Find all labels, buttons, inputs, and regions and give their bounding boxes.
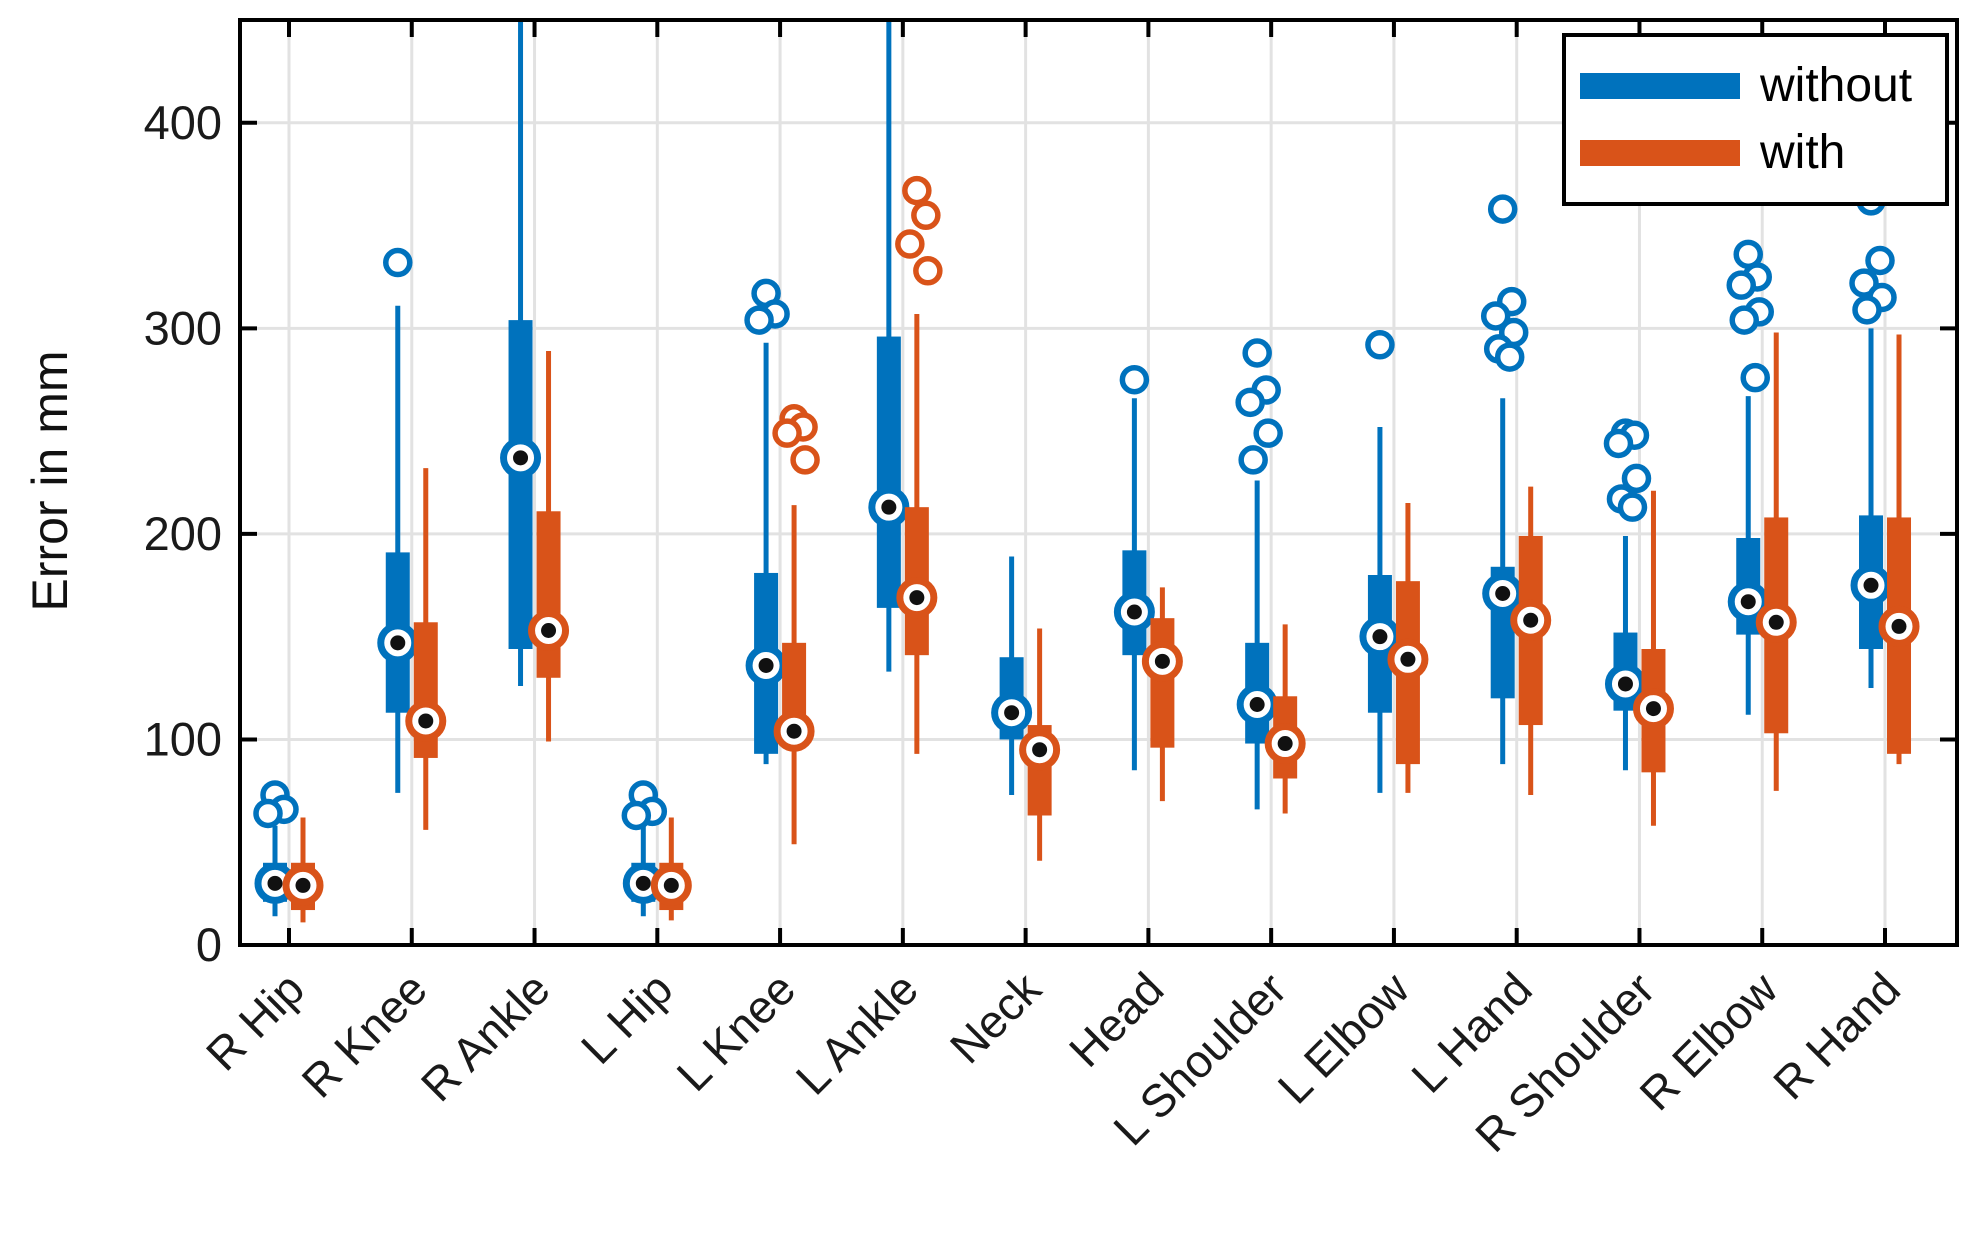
- median-dot-with-r-shoulder: [1645, 701, 1661, 717]
- outlier-icon-without-head: [1119, 364, 1150, 395]
- y-tick-label: 0: [196, 918, 222, 971]
- x-category-label: R Elbow: [1629, 962, 1787, 1120]
- y-tick-label: 300: [144, 301, 222, 354]
- outlier-icon-without-l-hip: [621, 800, 652, 831]
- box-without-l-ankle: [876, 336, 901, 608]
- outlier-icon-without-l-hand: [1480, 301, 1511, 331]
- median-dot-without-l-ankle: [881, 499, 897, 515]
- x-category-label: Head: [1059, 962, 1174, 1077]
- axes-spines: [238, 18, 1959, 947]
- outlier-icon-with-l-ankle: [911, 200, 941, 231]
- outlier-icon-without-r-hand: [1852, 295, 1882, 325]
- outlier-icon-without-l-shoulder: [1253, 418, 1283, 448]
- median-dot-with-r-hip: [295, 877, 311, 893]
- median-dot-without-l-elbow: [1372, 629, 1388, 645]
- legend-swatch-without-icon: [1580, 73, 1740, 99]
- x-category-label: R Hand: [1763, 962, 1910, 1109]
- legend-label-with: with: [1760, 126, 1846, 179]
- median-dot-with-r-elbow: [1768, 614, 1784, 630]
- box-with-r-ankle: [536, 511, 561, 678]
- outlier-icon-without-l-shoulder: [1238, 445, 1268, 475]
- median-dot-with-l-knee: [786, 723, 802, 739]
- outlier-icon-without-r-shoulder: [1603, 428, 1634, 459]
- median-dot-without-l-knee: [758, 657, 774, 673]
- median-dot-with-l-elbow: [1400, 651, 1416, 667]
- outlier-icon-without-r-knee: [383, 247, 413, 278]
- box-without-r-ankle: [508, 320, 533, 649]
- outlier-icon-without-l-elbow: [1365, 330, 1395, 360]
- legend-swatch-with-icon: [1580, 140, 1740, 166]
- outlier-icon-with-l-ankle: [895, 229, 925, 259]
- median-dot-with-neck: [1032, 742, 1048, 758]
- x-category-label: L Elbow: [1268, 962, 1420, 1114]
- median-dot-without-l-shoulder: [1249, 697, 1265, 712]
- x-category-label: Neck: [940, 962, 1052, 1074]
- median-dot-without-l-hand: [1495, 586, 1511, 601]
- legend-item-without: without: [1580, 62, 1945, 110]
- y-axis-label: Error in mm: [22, 350, 78, 612]
- outlier-icon-without-l-hand: [1487, 194, 1518, 224]
- median-dot-without-r-hip: [267, 875, 283, 891]
- outlier-icon-without-r-elbow: [1726, 270, 1756, 300]
- median-dot-without-r-hand: [1863, 577, 1879, 593]
- outlier-icon-without-l-knee: [744, 305, 774, 335]
- y-tick-label: 200: [144, 507, 222, 560]
- outlier-icon-without-l-shoulder: [1242, 338, 1272, 368]
- outlier-icon-without-l-shoulder: [1235, 387, 1265, 418]
- outlier-icon-with-l-knee: [790, 445, 820, 475]
- outlier-icon-without-l-hand: [1494, 342, 1525, 372]
- median-dot-with-l-shoulder: [1277, 736, 1293, 752]
- x-category-label: L Hip: [571, 962, 683, 1074]
- x-category-label: L Knee: [666, 962, 805, 1101]
- outlier-icon-with-l-ankle: [902, 175, 932, 206]
- outlier-icon-without-r-hand: [1865, 245, 1895, 276]
- median-dot-without-r-shoulder: [1617, 676, 1633, 692]
- median-dot-with-r-knee: [418, 713, 434, 729]
- median-dot-with-head: [1154, 653, 1170, 669]
- box-with-head: [1150, 618, 1175, 748]
- outlier-icon-with-l-knee: [772, 418, 802, 448]
- legend-label-without: without: [1760, 59, 1913, 112]
- median-dot-without-head: [1126, 604, 1142, 620]
- median-dot-without-neck: [1004, 705, 1020, 721]
- legend-item-with: with: [1580, 129, 1945, 177]
- y-tick-label: 100: [144, 712, 222, 765]
- median-dot-with-r-hand: [1891, 618, 1907, 634]
- median-dot-without-r-ankle: [513, 450, 529, 466]
- median-dot-without-r-elbow: [1740, 594, 1756, 610]
- median-dot-with-l-hand: [1523, 612, 1539, 628]
- outlier-icon-without-r-elbow: [1729, 305, 1759, 335]
- median-dot-without-l-hip: [635, 875, 651, 891]
- y-tick-label: 400: [144, 96, 222, 149]
- outlier-icon-without-r-elbow: [1740, 362, 1770, 393]
- x-category-label: R Hip: [196, 962, 314, 1080]
- x-category-label: R Ankle: [411, 962, 560, 1111]
- median-dot-with-l-ankle: [909, 590, 925, 606]
- median-dot-with-r-ankle: [541, 623, 557, 638]
- outlier-icon-without-r-shoulder: [1621, 463, 1652, 494]
- x-category-label: L Ankle: [786, 962, 928, 1104]
- outlier-icon-with-l-ankle: [913, 256, 943, 286]
- outlier-icon-without-r-shoulder: [1617, 492, 1648, 522]
- x-category-label: R Knee: [292, 962, 437, 1107]
- median-dot-with-l-hip: [663, 877, 679, 893]
- median-dot-without-r-knee: [390, 635, 406, 651]
- outlier-icon-without-r-hip: [253, 798, 283, 829]
- legend: without with: [1562, 33, 1949, 206]
